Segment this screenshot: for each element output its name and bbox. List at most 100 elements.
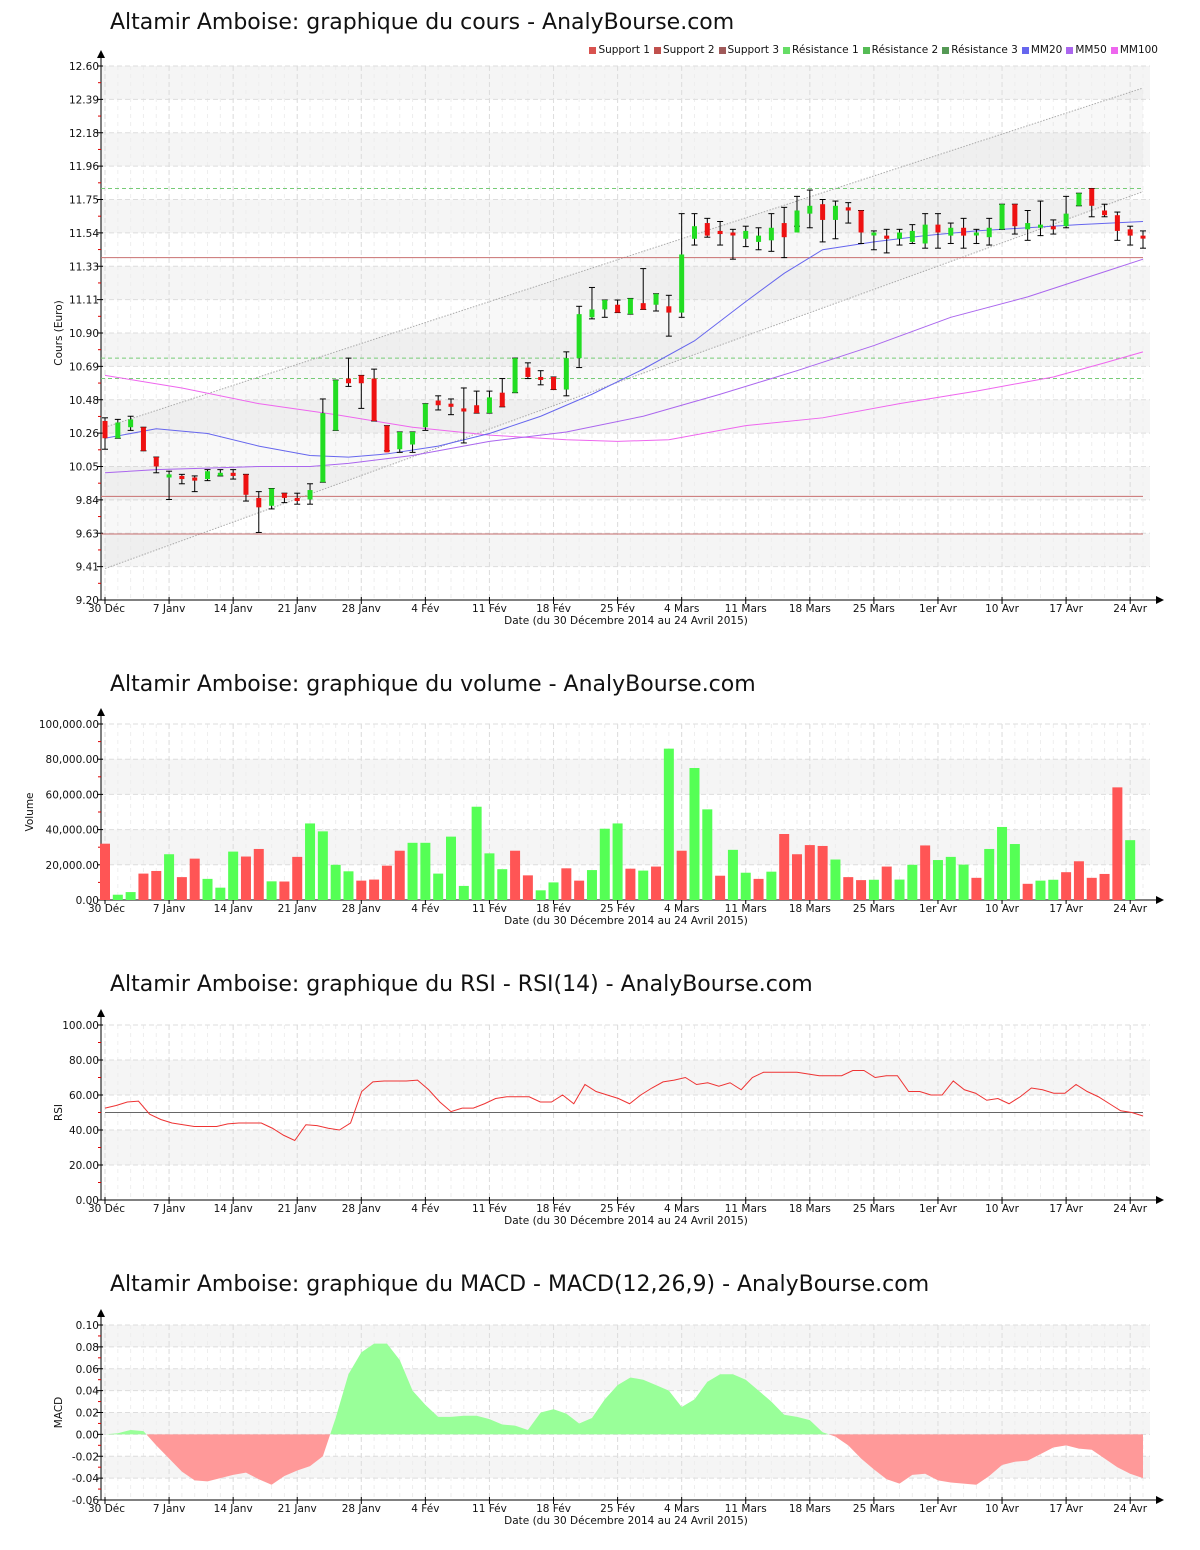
x-tick-label: 24 Avr (1113, 603, 1147, 615)
volume-bar (958, 864, 969, 900)
volume-chart: Altamir Amboise: graphique du volume - A… (0, 660, 1200, 940)
volume-bar (228, 851, 239, 900)
macd-chart: Altamir Amboise: graphique du MACD - MAC… (0, 1260, 1200, 1550)
candle (512, 357, 519, 394)
volume-bar (446, 836, 456, 900)
x-tick-label: 10 Avr (985, 903, 1019, 915)
volume-bar (638, 870, 649, 900)
volume-bar (907, 864, 918, 900)
volume-bar (1073, 861, 1084, 900)
candle (242, 473, 249, 502)
candle (858, 209, 865, 244)
rsi-chart-plot: 0.00 20.00 40.00 60.00 80.00 100.00 30 Déc 7 Ja… (53, 1009, 1164, 1227)
price-chart-legend: Support 1 Support 2 Support 3 Résistance 1 R… (589, 44, 1158, 56)
x-tick-label: 18 Fév (536, 903, 571, 915)
volume-bar (266, 881, 277, 900)
legend-item: Support 2 (653, 44, 715, 56)
candle (563, 351, 570, 397)
legend-item: MM100 (1110, 44, 1158, 56)
candle (665, 294, 672, 337)
volume-bar (356, 880, 367, 900)
volume-bar (932, 860, 943, 900)
candle (960, 217, 967, 249)
candle (627, 297, 634, 315)
volume-bar (894, 879, 905, 900)
volume-bar (510, 850, 521, 900)
y-tick-label: 0.00 (76, 1429, 99, 1441)
x-tick-label: 1er Avr (919, 603, 958, 615)
y-tick-label: 60,000.00 (46, 789, 99, 801)
volume-bar (471, 806, 482, 900)
x-tick-label: 4 Fév (411, 903, 439, 915)
y-tick-label: 0.00 (76, 895, 99, 907)
candle (614, 299, 621, 314)
y-tick-label: 10.26 (69, 428, 99, 440)
candle (345, 357, 352, 387)
candle (383, 425, 390, 453)
x-tick-label: 18 Fév (536, 1203, 571, 1215)
candle (640, 268, 647, 310)
candle (268, 487, 275, 510)
volume-bar (458, 885, 469, 900)
candle (576, 305, 583, 369)
candle (1050, 219, 1057, 235)
y-tick-label: 12.39 (69, 94, 99, 106)
x-tick-label: 30 Déc (88, 903, 125, 915)
volume-bar (753, 878, 764, 900)
macd-negative-area (829, 1434, 1143, 1485)
y-tick-label: 0.06 (76, 1364, 100, 1376)
candle (435, 395, 442, 411)
volume-bar (676, 850, 687, 900)
y-tick-label: 40.00 (69, 1125, 99, 1137)
y-tick-label: 11.11 (69, 295, 99, 307)
legend-swatch-icon (718, 46, 726, 54)
volume-bar (1125, 840, 1136, 900)
y-tick-label: 12.60 (69, 61, 99, 73)
volume-bar (586, 870, 597, 900)
candle (781, 206, 788, 259)
volume-bar (394, 850, 405, 900)
volume-bar (138, 873, 149, 900)
x-tick-label: 18 Fév (536, 603, 571, 615)
volume-bar (1009, 844, 1020, 900)
x-tick-label: 10 Avr (985, 1203, 1019, 1215)
x-axis-title: Date (du 30 Décembre 2014 au 24 Avril 20… (504, 1215, 748, 1227)
x-tick-label: 25 Fév (600, 1503, 635, 1515)
candle (204, 469, 211, 482)
volume-bar (766, 871, 777, 900)
candle (704, 217, 711, 238)
x-tick-label: 11 Mars (725, 1503, 767, 1515)
y-tick-label: 20.00 (69, 1160, 99, 1172)
x-tick-label: 11 Fév (472, 603, 507, 615)
volume-bar (792, 854, 802, 900)
x-tick-label: 14 Janv (214, 603, 253, 615)
rsi-chart-title: Altamir Amboise: graphique du RSI - RSI(… (110, 972, 813, 997)
volume-bar (945, 856, 956, 900)
macd-chart-plot: -0.06 -0.04 -0.02 0.00 0.02 0.04 0.06 0.08 0.10 3… (53, 1309, 1164, 1527)
volume-bar (920, 845, 931, 900)
x-tick-label: 28 Janv (342, 1203, 381, 1215)
macd-positive-area (105, 1430, 147, 1435)
candle (127, 415, 134, 431)
candle (755, 227, 762, 251)
volume-bar (702, 809, 713, 900)
candle (1088, 188, 1095, 218)
volume-bar (984, 848, 995, 900)
y-tick-label: 10.05 (69, 462, 99, 474)
legend-label: Support 1 (598, 44, 650, 56)
candle (845, 202, 852, 224)
volume-bar (433, 873, 444, 900)
channel-lower-line (104, 191, 1144, 570)
candle (153, 456, 160, 474)
mm100-line (104, 351, 1144, 442)
volume-bar (164, 854, 175, 900)
x-tick-label: 11 Fév (472, 1203, 507, 1215)
legend-swatch-icon (1066, 46, 1074, 54)
volume-bar (804, 845, 815, 900)
candle (947, 222, 954, 244)
x-tick-label: 14 Janv (214, 1503, 253, 1515)
volume-bar (548, 882, 559, 900)
candle (1037, 200, 1044, 237)
x-tick-label: 25 Mars (853, 603, 895, 615)
volume-bar (522, 875, 533, 900)
